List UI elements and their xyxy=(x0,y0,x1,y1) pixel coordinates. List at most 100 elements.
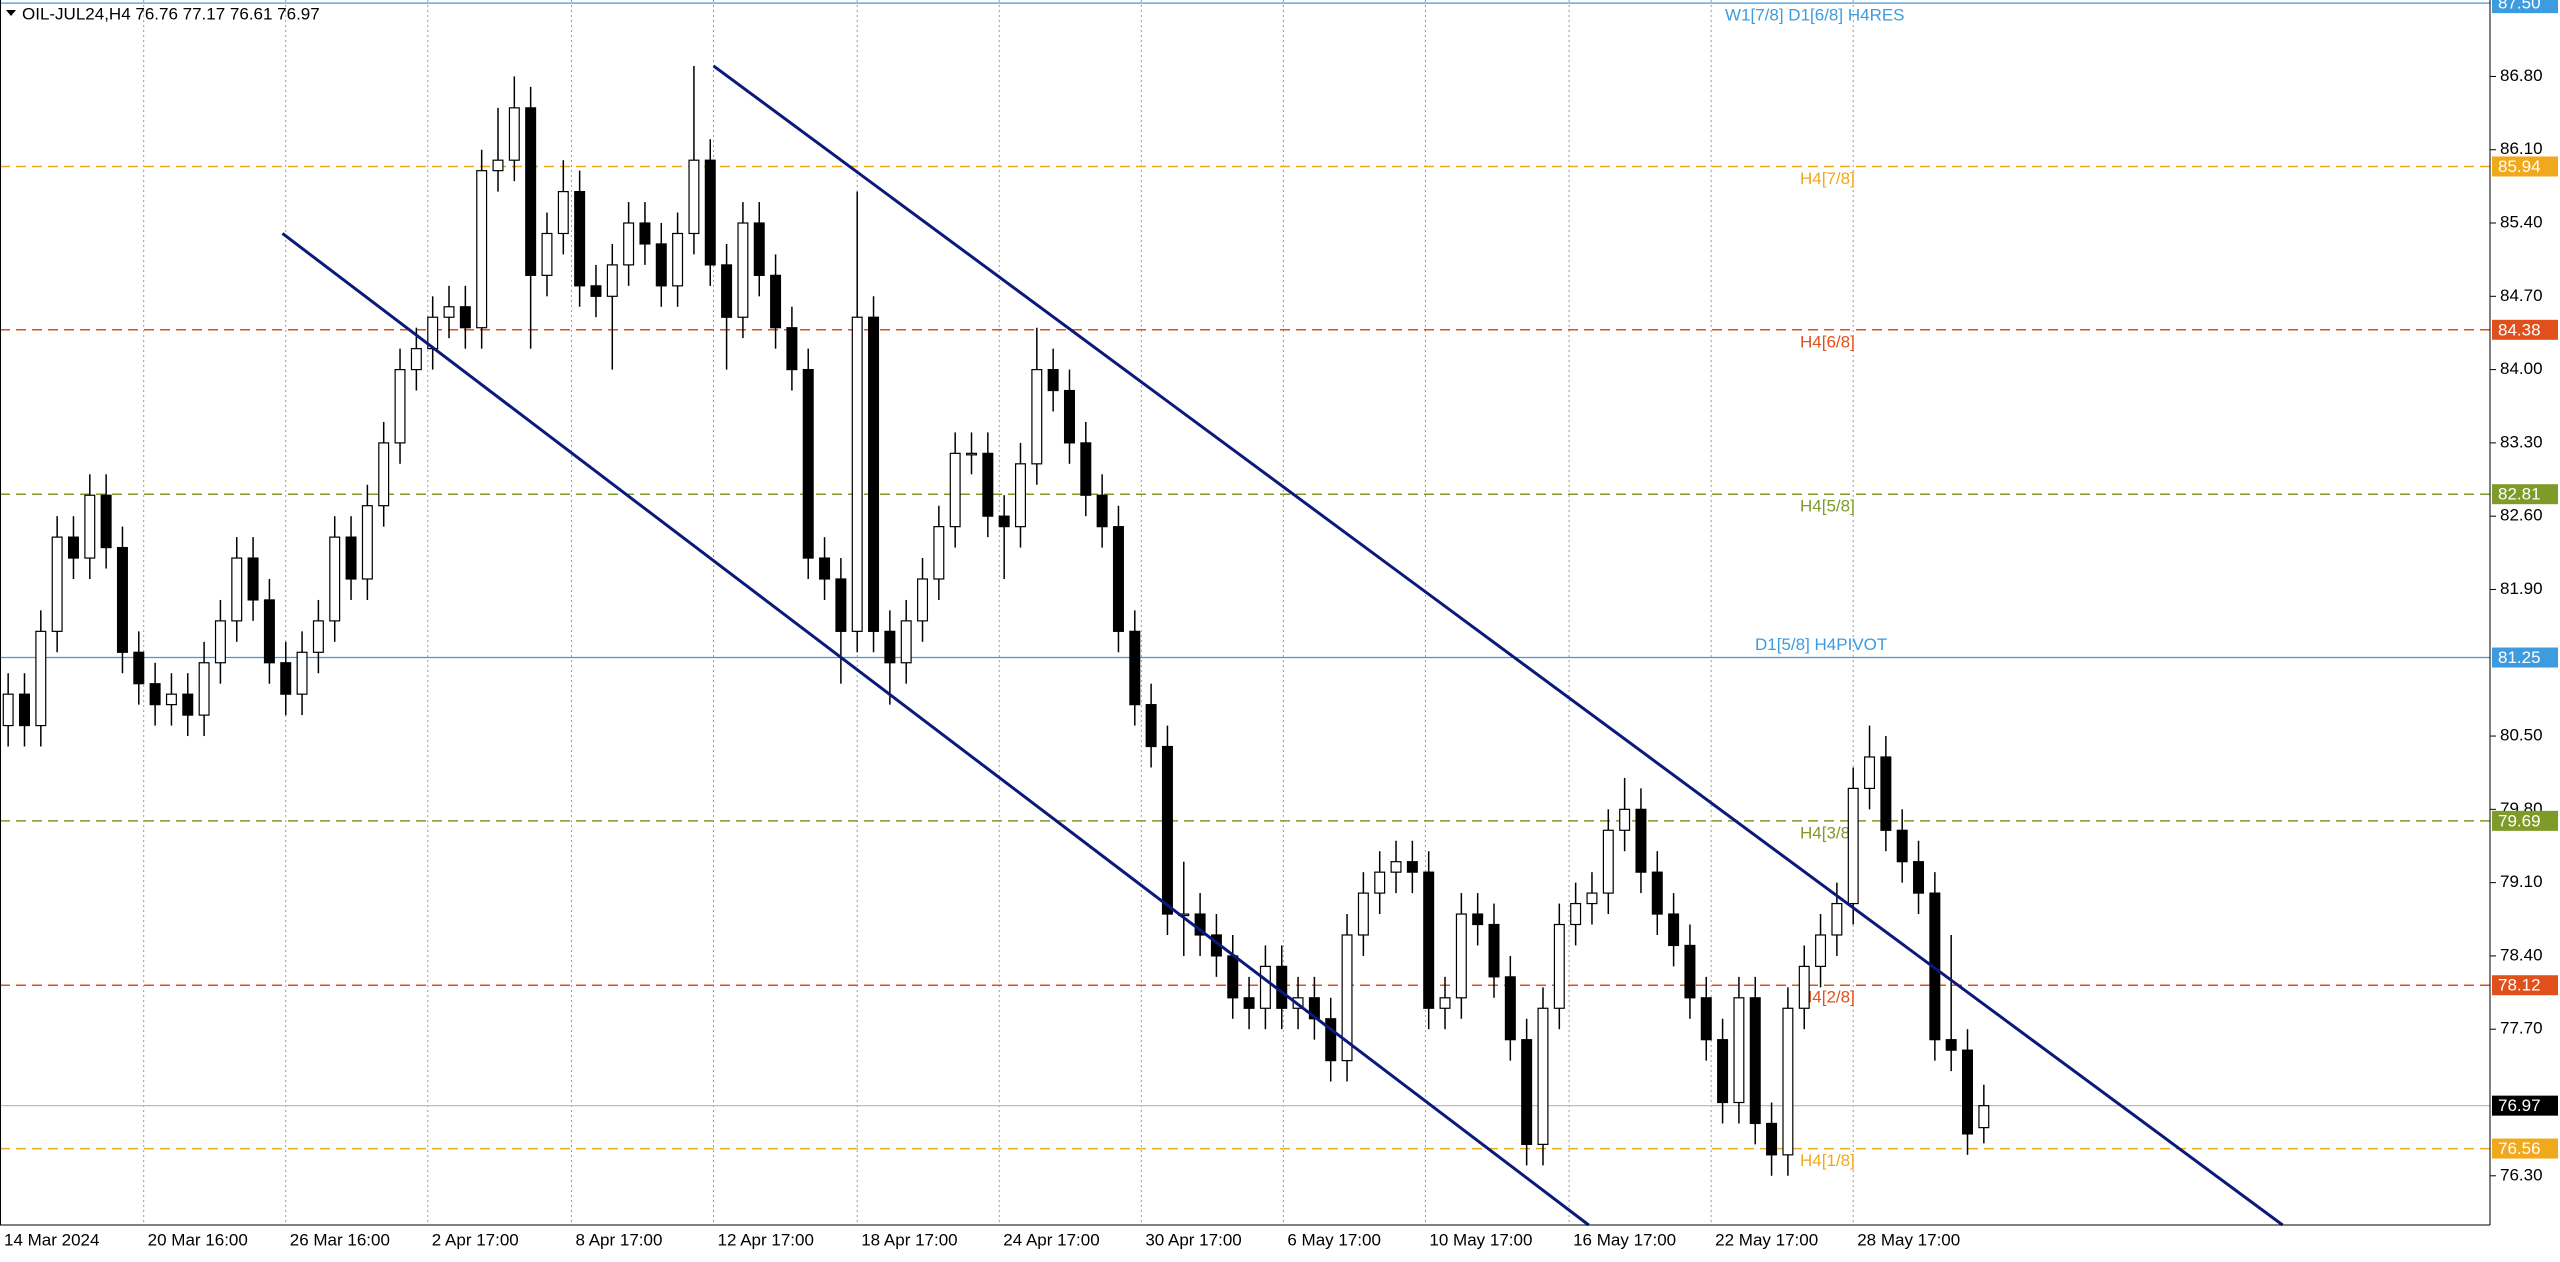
candle-body xyxy=(1619,808,1631,831)
y-tick-label: 77.70 xyxy=(2500,1019,2543,1038)
candle-body xyxy=(1570,902,1582,926)
candle-body xyxy=(361,505,373,580)
candle-body xyxy=(1635,808,1647,873)
candle-body xyxy=(280,662,292,695)
candle-body xyxy=(688,159,700,235)
candle-body xyxy=(1978,1105,1990,1129)
candle-body xyxy=(1374,871,1386,894)
candle-body xyxy=(394,368,406,444)
candle-body xyxy=(770,274,782,329)
candle-body xyxy=(1717,1039,1729,1104)
candle-body xyxy=(1733,997,1745,1104)
candle-body xyxy=(606,264,618,297)
candle-body xyxy=(198,662,210,716)
candle-body xyxy=(737,222,749,318)
candle-body xyxy=(1700,997,1712,1041)
price-badge xyxy=(2492,975,2558,996)
candle-body xyxy=(1341,934,1353,1062)
candle-body xyxy=(312,620,324,653)
candle-body xyxy=(525,107,537,276)
candle-body xyxy=(590,285,602,297)
candle-body xyxy=(1129,630,1141,706)
x-tick-label: 6 May 17:00 xyxy=(1287,1230,1381,1249)
menu-arrow[interactable] xyxy=(6,10,16,16)
candle-body xyxy=(623,222,635,266)
level-label: H4[5/8] xyxy=(1800,497,1855,516)
candle-body xyxy=(1962,1049,1974,1135)
candle-body xyxy=(247,557,259,601)
candle-body xyxy=(1308,997,1320,1020)
price-badge xyxy=(2492,1095,2558,1116)
price-badge-label: 79.69 xyxy=(2498,811,2541,830)
price-badge-label: 82.81 xyxy=(2498,485,2541,504)
y-tick-label: 85.40 xyxy=(2500,212,2543,231)
price-badge-label: 87.50 xyxy=(2498,0,2541,13)
price-badge-label: 84.38 xyxy=(2498,320,2541,339)
candle-body xyxy=(900,620,912,664)
candle-body xyxy=(476,170,488,329)
candle-body xyxy=(1455,913,1467,999)
x-tick-label: 30 Apr 17:00 xyxy=(1145,1230,1241,1249)
candle-body xyxy=(1096,494,1108,528)
price-badge xyxy=(2492,647,2558,668)
candle-body xyxy=(84,494,96,559)
candle-body xyxy=(655,243,667,287)
chart-title: OIL-JUL24,H4 76.76 77.17 76.61 76.97 xyxy=(22,4,320,23)
candle-body xyxy=(165,693,177,706)
candle-body xyxy=(753,222,765,276)
y-tick-label: 80.50 xyxy=(2500,726,2543,745)
y-tick-label: 79.10 xyxy=(2500,872,2543,891)
candle-body xyxy=(1031,368,1043,465)
x-tick-label: 16 May 17:00 xyxy=(1573,1230,1676,1249)
candle-body xyxy=(819,557,831,580)
price-badge-label: 76.97 xyxy=(2498,1096,2541,1115)
candle-body xyxy=(1880,756,1892,831)
candle-body xyxy=(1847,787,1859,905)
candle-body xyxy=(263,599,275,664)
candle-body xyxy=(133,651,145,685)
candle-body xyxy=(721,264,733,318)
candle-body xyxy=(966,452,978,456)
candle-body xyxy=(100,494,112,549)
candle-body xyxy=(1521,1039,1533,1145)
candle-body xyxy=(1684,944,1696,999)
candle-body xyxy=(18,693,30,727)
candle-body xyxy=(1815,934,1827,967)
candle-body xyxy=(1406,861,1418,873)
candle-body xyxy=(459,306,471,329)
candle-body xyxy=(1782,1007,1794,1156)
trendline xyxy=(712,64,2284,1227)
candle-body xyxy=(949,452,961,528)
candle-body xyxy=(917,578,929,622)
price-badge xyxy=(2492,810,2558,831)
candle-body xyxy=(704,159,716,266)
y-tick-label: 83.30 xyxy=(2500,432,2543,451)
candle-body xyxy=(1014,463,1026,528)
x-tick-label: 20 Mar 16:00 xyxy=(148,1230,248,1249)
x-tick-label: 24 Apr 17:00 xyxy=(1003,1230,1099,1249)
candle-body xyxy=(1945,1039,1957,1051)
price-badge-label: 85.94 xyxy=(2498,157,2541,176)
candle-body xyxy=(851,316,863,632)
candle-body xyxy=(1112,526,1124,632)
candle-body xyxy=(67,536,79,559)
candle-body xyxy=(1766,1122,1778,1156)
candle-body xyxy=(1357,892,1369,936)
candle-body xyxy=(786,327,798,371)
candle-body xyxy=(345,536,357,580)
candle-body xyxy=(1913,861,1925,894)
candle-body xyxy=(1063,389,1075,444)
level-label: D1[5/8] H4PIVOT xyxy=(1755,635,1887,654)
x-tick-label: 26 Mar 16:00 xyxy=(290,1230,390,1249)
x-tick-label: 10 May 17:00 xyxy=(1429,1230,1532,1249)
y-tick-label: 84.00 xyxy=(2500,359,2543,378)
candle-body xyxy=(1602,829,1614,894)
level-label: H4[7/8] xyxy=(1800,169,1855,188)
candle-body xyxy=(1586,892,1598,905)
x-tick-label: 14 Mar 2024 xyxy=(4,1230,99,1249)
candle-body xyxy=(1504,976,1516,1041)
candle-body xyxy=(1651,871,1663,915)
candle-body xyxy=(51,536,63,632)
candle-body xyxy=(1896,829,1908,863)
